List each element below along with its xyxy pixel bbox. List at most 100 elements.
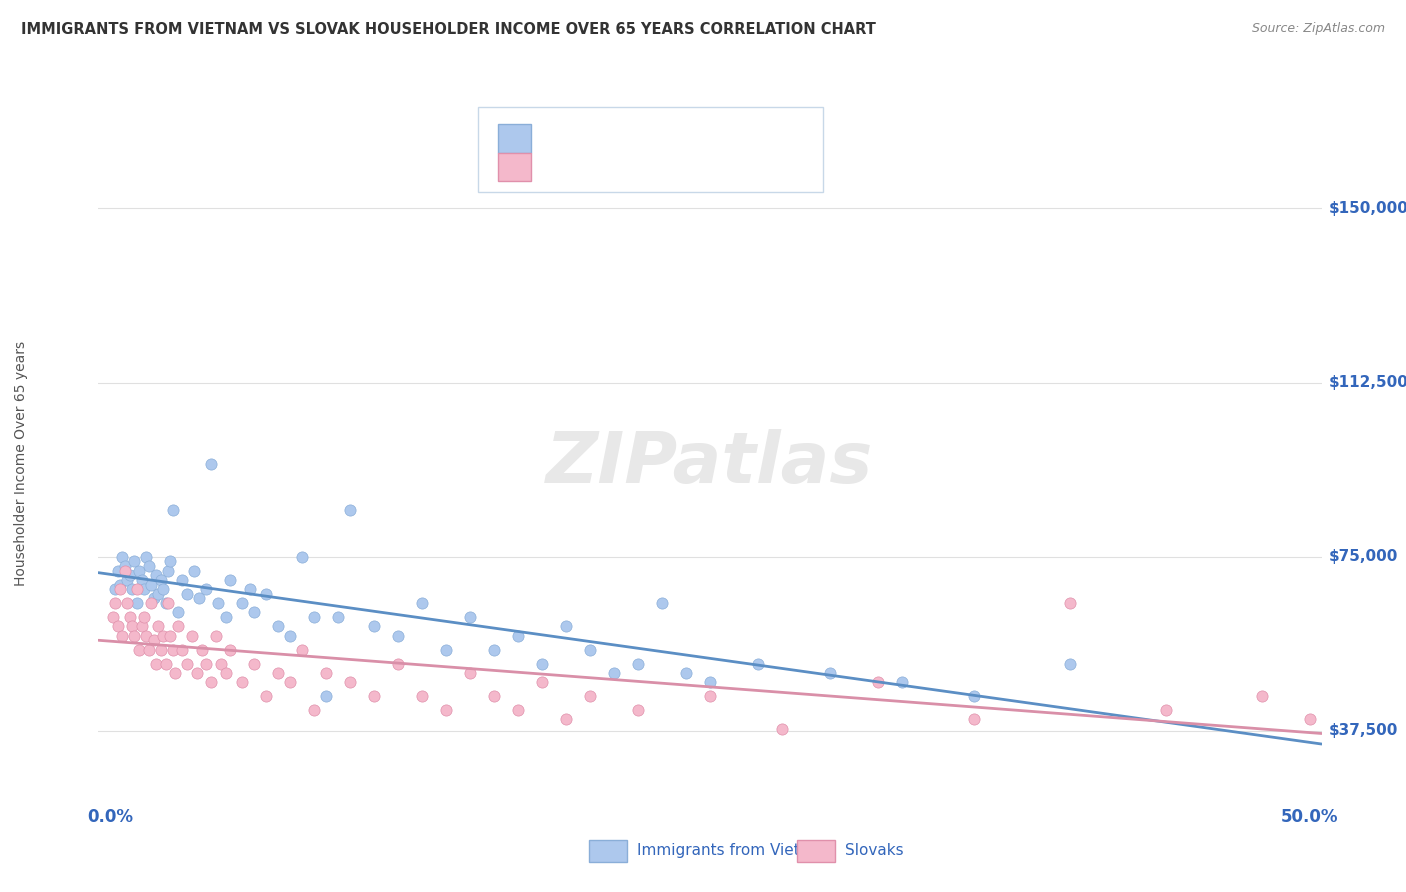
Point (162, 503, 184, 517)
Text: R = -0.258   N = 67: R = -0.258 N = 67 (541, 162, 692, 178)
Point (219, 573, 242, 587)
Point (963, 712, 986, 726)
Point (254, 587, 277, 601)
Point (166, 619, 188, 633)
Point (627, 703, 650, 717)
Point (699, 675, 721, 690)
Point (458, 610, 481, 624)
Point (205, 629, 228, 643)
Point (1298, 712, 1320, 726)
Point (118, 610, 141, 624)
Point (1059, 657, 1081, 671)
Text: Slovaks: Slovaks (845, 844, 904, 858)
Point (181, 629, 204, 643)
Point (603, 665, 626, 680)
Point (141, 596, 163, 610)
Point (156, 564, 179, 578)
Point (135, 549, 157, 564)
Point (132, 610, 155, 624)
Point (278, 675, 301, 690)
Point (176, 587, 198, 601)
Point (818, 665, 841, 680)
Point (219, 642, 242, 657)
Text: IMMIGRANTS FROM VIETNAM VS SLOVAK HOUSEHOLDER INCOME OVER 65 YEARS CORRELATION C: IMMIGRANTS FROM VIETNAM VS SLOVAK HOUSEH… (21, 22, 876, 37)
Point (156, 596, 179, 610)
Point (141, 577, 163, 591)
Text: $150,000: $150,000 (1329, 201, 1406, 216)
Point (118, 568, 141, 582)
Point (214, 610, 236, 624)
Point (114, 564, 136, 578)
Point (267, 619, 290, 633)
Point (108, 577, 131, 591)
Point (866, 675, 889, 690)
Point (434, 642, 457, 657)
Point (115, 573, 138, 587)
Point (188, 591, 211, 606)
Point (149, 573, 172, 587)
Point (114, 559, 136, 574)
Point (304, 703, 326, 717)
Point (434, 703, 457, 717)
Point (190, 642, 212, 657)
Point (254, 689, 277, 703)
Point (104, 596, 127, 610)
Point (363, 619, 385, 633)
Point (104, 582, 127, 597)
Point (458, 665, 481, 680)
Point (209, 657, 232, 671)
Point (138, 559, 160, 574)
Point (145, 657, 167, 671)
Text: ZIPatlas: ZIPatlas (547, 429, 873, 499)
Point (291, 642, 314, 657)
Point (138, 642, 160, 657)
Point (770, 722, 793, 736)
Point (238, 582, 260, 597)
Point (121, 619, 143, 633)
Point (172, 642, 194, 657)
Point (328, 610, 350, 624)
Point (155, 596, 177, 610)
Point (747, 657, 769, 671)
Point (101, 610, 124, 624)
Point (159, 554, 181, 568)
Point (579, 689, 602, 703)
Point (125, 582, 148, 597)
Point (531, 657, 554, 671)
Point (162, 642, 184, 657)
Point (1059, 596, 1081, 610)
Point (155, 657, 177, 671)
Point (243, 657, 266, 671)
Point (148, 587, 170, 601)
Point (108, 582, 131, 597)
Point (1250, 689, 1272, 703)
Text: $112,500: $112,500 (1329, 375, 1406, 390)
Point (508, 703, 530, 717)
Point (148, 619, 170, 633)
Point (200, 457, 222, 471)
Point (149, 642, 172, 657)
Point (152, 582, 174, 597)
Point (627, 657, 650, 671)
Point (135, 629, 157, 643)
Point (963, 689, 986, 703)
Point (195, 582, 218, 597)
Point (111, 629, 134, 643)
Point (304, 610, 326, 624)
Point (172, 573, 194, 587)
Point (121, 582, 143, 597)
Point (159, 629, 181, 643)
Point (132, 582, 155, 597)
Point (651, 596, 673, 610)
Text: Householder Income Over 65 years: Householder Income Over 65 years (14, 342, 28, 586)
Point (142, 591, 165, 606)
Point (699, 689, 721, 703)
Point (387, 629, 409, 643)
Point (243, 606, 266, 620)
Point (555, 712, 578, 726)
Point (166, 606, 188, 620)
Point (186, 665, 208, 680)
Point (387, 657, 409, 671)
Point (128, 564, 150, 578)
Point (531, 675, 554, 690)
